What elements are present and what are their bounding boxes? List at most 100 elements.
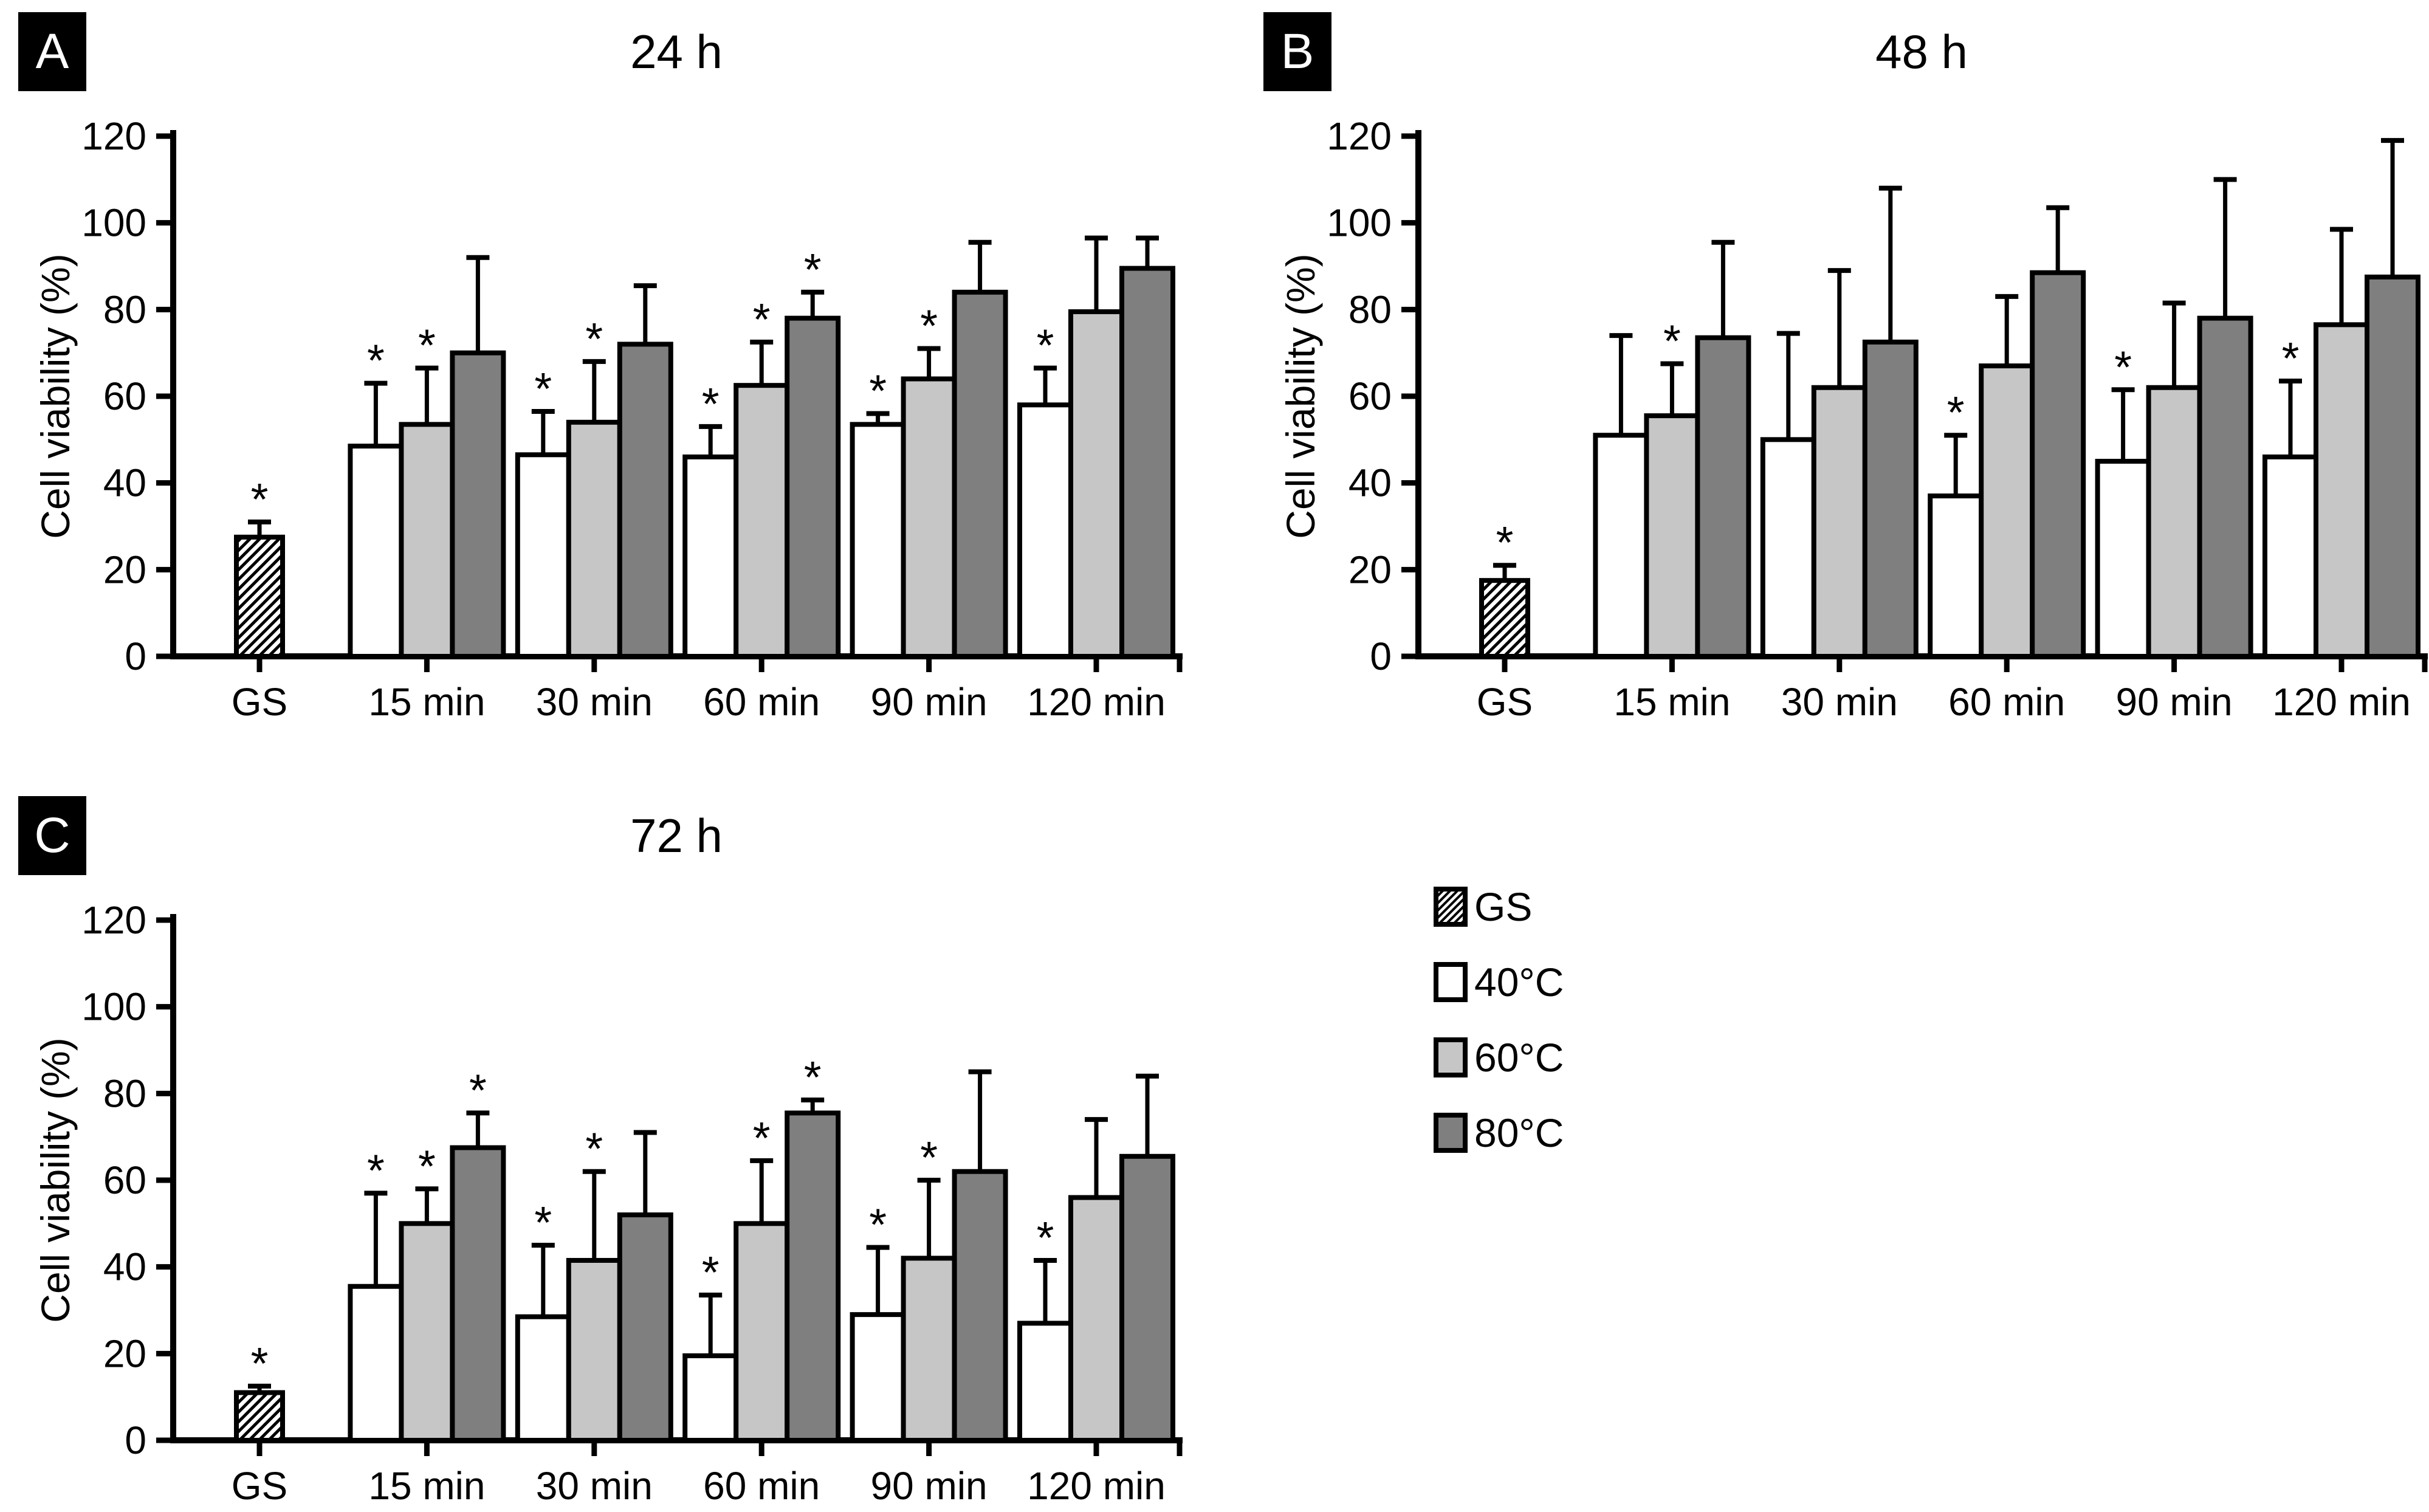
panel-72h: C 0 20 40 60 80 100 120 GS * 15 min * * * 30 min * * 60 … [18, 796, 1203, 1512]
sig-asterisk: * [753, 1113, 771, 1163]
bar-40°C-30 min [1760, 437, 1816, 659]
legend-item-80c: 80°C [1433, 1112, 1564, 1153]
y-tick-label: 0 [125, 1418, 146, 1462]
sig-asterisk: * [1496, 517, 1514, 568]
bar-80°C-30 min [1862, 339, 1919, 659]
bar-80°C-15 min [450, 1145, 506, 1443]
y-tick-label: 100 [81, 201, 146, 245]
sig-asterisk: * [251, 474, 269, 524]
bar-80°C-15 min [1695, 335, 1751, 659]
y-tick-label: 120 [1327, 114, 1392, 158]
bar-60°C-30 min [566, 419, 622, 659]
sig-asterisk: * [804, 1052, 822, 1102]
bar-60°C-90 min [901, 376, 957, 659]
sig-asterisk: * [418, 320, 436, 371]
bar-60°C-30 min [566, 1257, 622, 1443]
bar-40°C-30 min [515, 1314, 571, 1443]
bar-60°C-90 min [2146, 385, 2202, 659]
x-tick-label: 60 min [703, 680, 820, 724]
sig-asterisk: * [1037, 320, 1054, 371]
y-tick-label: 100 [1327, 201, 1392, 245]
bar-GS-GS [1479, 578, 1530, 659]
x-tick-label: 30 min [1781, 680, 1898, 724]
x-tick-label: 120 min [2272, 680, 2411, 724]
bar-GS-GS [234, 1390, 285, 1443]
legend-item-gs: GS [1433, 886, 1564, 927]
y-axis-label: Cell viability (%) [33, 253, 78, 538]
bar-80°C-90 min [952, 289, 1008, 659]
x-tick-label: 30 min [536, 1464, 653, 1508]
panel-48h: B 0 20 40 60 80 100 120 GS * 15 min * 30 min 60 min *… [1263, 12, 2429, 766]
y-tick-label: 60 [103, 1158, 146, 1202]
sig-asterisk: * [2282, 333, 2300, 383]
bar-60°C-120 min [1068, 1195, 1124, 1443]
bar-80°C-120 min [1119, 266, 1175, 659]
y-tick-label: 20 [103, 548, 146, 591]
bar-40°C-90 min [850, 422, 906, 659]
x-tick-label: 15 min [1613, 680, 1730, 724]
sig-asterisk: * [585, 314, 603, 364]
bar-80°C-15 min [450, 350, 506, 659]
sig-asterisk: * [753, 294, 771, 345]
y-tick-label: 100 [81, 985, 146, 1029]
sig-asterisk: * [1037, 1212, 1054, 1263]
legend-swatch-hatch [1434, 887, 1468, 927]
sig-asterisk: * [418, 1141, 436, 1191]
sig-asterisk: * [920, 301, 938, 351]
bar-40°C-15 min [1593, 433, 1649, 659]
sig-asterisk: * [534, 363, 552, 414]
bar-60°C-120 min [1068, 309, 1124, 659]
legend-label: 60°C [1474, 1035, 1564, 1080]
y-axis-label: Cell viability (%) [1278, 253, 1323, 538]
bar-60°C-30 min [1811, 385, 1867, 659]
bar-40°C-15 min [348, 1283, 404, 1443]
x-tick-label: 30 min [536, 680, 653, 724]
sig-asterisk: * [251, 1338, 269, 1389]
legend-label: GS [1474, 884, 1533, 929]
bar-40°C-60 min [1928, 493, 1984, 659]
sig-asterisk: * [469, 1065, 487, 1115]
y-tick-label: 40 [1348, 461, 1392, 505]
bar-60°C-120 min [2314, 322, 2369, 659]
x-tick-label: GS [232, 680, 287, 724]
panel-letter-a: A [18, 12, 86, 91]
sig-asterisk: * [2114, 342, 2132, 392]
y-axis-label-group: Cell viability (%) [33, 1037, 78, 1322]
legend-label: 40°C [1474, 960, 1564, 1005]
bar-80°C-60 min [785, 1110, 841, 1443]
x-tick-label: 120 min [1027, 680, 1166, 724]
y-tick-label: 80 [1348, 287, 1392, 331]
sig-asterisk: * [702, 379, 720, 429]
x-tick-label: 90 min [871, 1464, 988, 1508]
x-tick-label: 90 min [871, 680, 988, 724]
y-tick-label: 20 [103, 1332, 146, 1375]
bar-40°C-120 min [1017, 1321, 1073, 1443]
bar-40°C-15 min [348, 444, 404, 659]
y-axis-label-group: Cell viability (%) [1278, 253, 1323, 538]
bar-40°C-120 min [1017, 402, 1073, 659]
x-tick-label: 15 min [368, 680, 485, 724]
legend-swatch-white [1434, 962, 1468, 1002]
x-tick-label: GS [232, 1464, 287, 1508]
bar-40°C-30 min [515, 452, 571, 659]
bar-60°C-60 min [734, 1221, 790, 1443]
bar-40°C-120 min [2262, 454, 2318, 659]
y-tick-label: 60 [1348, 374, 1392, 418]
legend-item-40c: 40°C [1433, 961, 1564, 1003]
y-tick-label: 120 [81, 114, 146, 158]
sig-asterisk: * [1947, 387, 1965, 438]
bar-40°C-60 min [682, 1353, 739, 1443]
bar-80°C-120 min [2365, 274, 2420, 659]
chart-title: 72 h [630, 809, 723, 862]
bar-40°C-90 min [2095, 459, 2151, 659]
bar-80°C-90 min [2197, 315, 2253, 659]
y-tick-label: 20 [1348, 548, 1392, 591]
y-tick-label: 0 [1370, 634, 1392, 678]
bar-GS-GS [234, 534, 285, 659]
sig-asterisk: * [534, 1197, 552, 1248]
y-tick-label: 120 [81, 898, 146, 942]
chart-title: 48 h [1875, 25, 1968, 78]
panel-24h: A 0 20 40 60 80 100 120 GS * 15 min * * 30 min * * 60 m… [18, 12, 1203, 766]
y-tick-label: 40 [103, 1245, 146, 1289]
